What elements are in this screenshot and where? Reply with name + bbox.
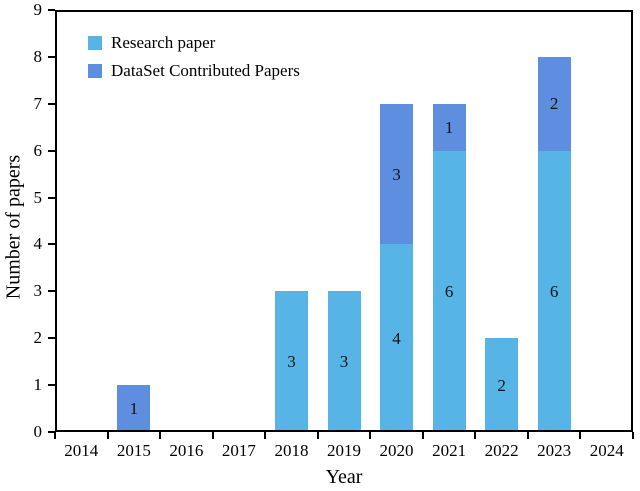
x-axis-tick-label: 2021 (432, 441, 467, 460)
plot-area: 1 3 3 4 3 6 1 2 6 2 (55, 10, 633, 432)
bar-segment-research: 6 (537, 150, 571, 432)
bar-value-label: 3 (392, 164, 401, 184)
legend-swatch-research-paper (88, 35, 102, 50)
x-axis-tick (264, 432, 267, 439)
bar-segment-research: 6 (432, 150, 466, 432)
x-axis-tick (474, 432, 477, 439)
x-axis-tick (579, 432, 582, 439)
bar-value-label: 4 (392, 328, 401, 348)
x-axis-tick-label: 2015 (116, 441, 151, 460)
y-axis-tick-label: 3 (33, 281, 43, 301)
x-axis-tick-label: 2020 (379, 441, 414, 460)
x-axis-tick-label: 2019 (327, 441, 361, 460)
bar-value-label: 2 (497, 375, 506, 395)
y-axis-tick-label: 7 (33, 93, 43, 113)
y-axis-tick (48, 9, 55, 11)
bar-value-label: 6 (549, 281, 559, 301)
y-axis-tick-label: 8 (33, 47, 43, 67)
y-axis-tick (48, 384, 55, 387)
y-axis-tick (48, 337, 55, 340)
x-axis-tick (159, 432, 162, 439)
x-axis-tick (211, 432, 214, 439)
y-axis-tick (48, 243, 55, 246)
x-axis-tick-label: 2023 (537, 441, 572, 460)
x-axis-tick (54, 432, 56, 439)
bar-segment-research: 3 (274, 291, 308, 432)
y-axis-tick-label: 4 (33, 234, 43, 254)
y-axis-tick (48, 431, 55, 433)
bar-segment-dataset: 1 (432, 103, 466, 151)
y-axis-tick-label: 6 (33, 140, 43, 160)
y-axis-tick-label: 0 (33, 422, 43, 442)
bar-value-label: 3 (287, 352, 296, 372)
x-axis-tick (369, 432, 372, 439)
x-axis-title: Year (325, 466, 363, 488)
bar-value-label: 1 (444, 117, 454, 137)
x-axis-tick-label: 2024 (589, 441, 624, 460)
x-axis-tick-label: 2018 (274, 441, 309, 460)
y-axis-tick (48, 196, 55, 199)
x-axis-tick (106, 432, 109, 439)
y-axis-tick-label: 1 (33, 375, 43, 395)
bar-value-label: 1 (129, 399, 139, 419)
x-axis-tick (421, 432, 424, 439)
legend-swatch-dataset-contributed (88, 63, 102, 78)
legend: Research paper DataSet Contributed Paper… (88, 33, 300, 89)
x-axis-tick-label: 2017 (221, 441, 256, 460)
x-axis-tick (526, 432, 529, 439)
bar-segment-research: 2 (485, 338, 519, 432)
x-axis-tick-label: 2022 (484, 441, 519, 460)
x-axis-tick-label: 2016 (169, 441, 204, 460)
y-axis-tick-label: 5 (33, 187, 43, 207)
y-axis-tick (48, 55, 55, 58)
y-axis-tick (48, 102, 55, 105)
bar-value-label: 6 (444, 281, 454, 301)
bar-segment-dataset: 1 (117, 385, 151, 432)
legend-item-research-paper: Research paper (88, 33, 300, 52)
legend-label-dataset-contributed: DataSet Contributed Papers (111, 61, 300, 80)
x-axis-tick-label: 2014 (64, 441, 99, 460)
legend-item-dataset-contributed: DataSet Contributed Papers (88, 61, 300, 80)
bar-segment-dataset: 2 (537, 56, 571, 151)
x-axis-tick (632, 432, 634, 439)
y-axis-tick-label: 2 (33, 328, 43, 348)
bar-segment-research: 4 (380, 244, 414, 432)
y-axis-tick (48, 290, 55, 293)
y-axis-tick-label: 9 (33, 0, 43, 20)
bar-value-label: 2 (549, 94, 559, 114)
bar-segment-dataset: 3 (380, 103, 414, 245)
bar-segment-research: 3 (327, 291, 361, 432)
y-axis-tick (48, 149, 55, 152)
legend-label-research-paper: Research paper (111, 33, 216, 52)
y-axis-title: Number of papers (2, 154, 25, 300)
bar-value-label: 3 (339, 352, 349, 372)
x-axis-tick (316, 432, 319, 439)
